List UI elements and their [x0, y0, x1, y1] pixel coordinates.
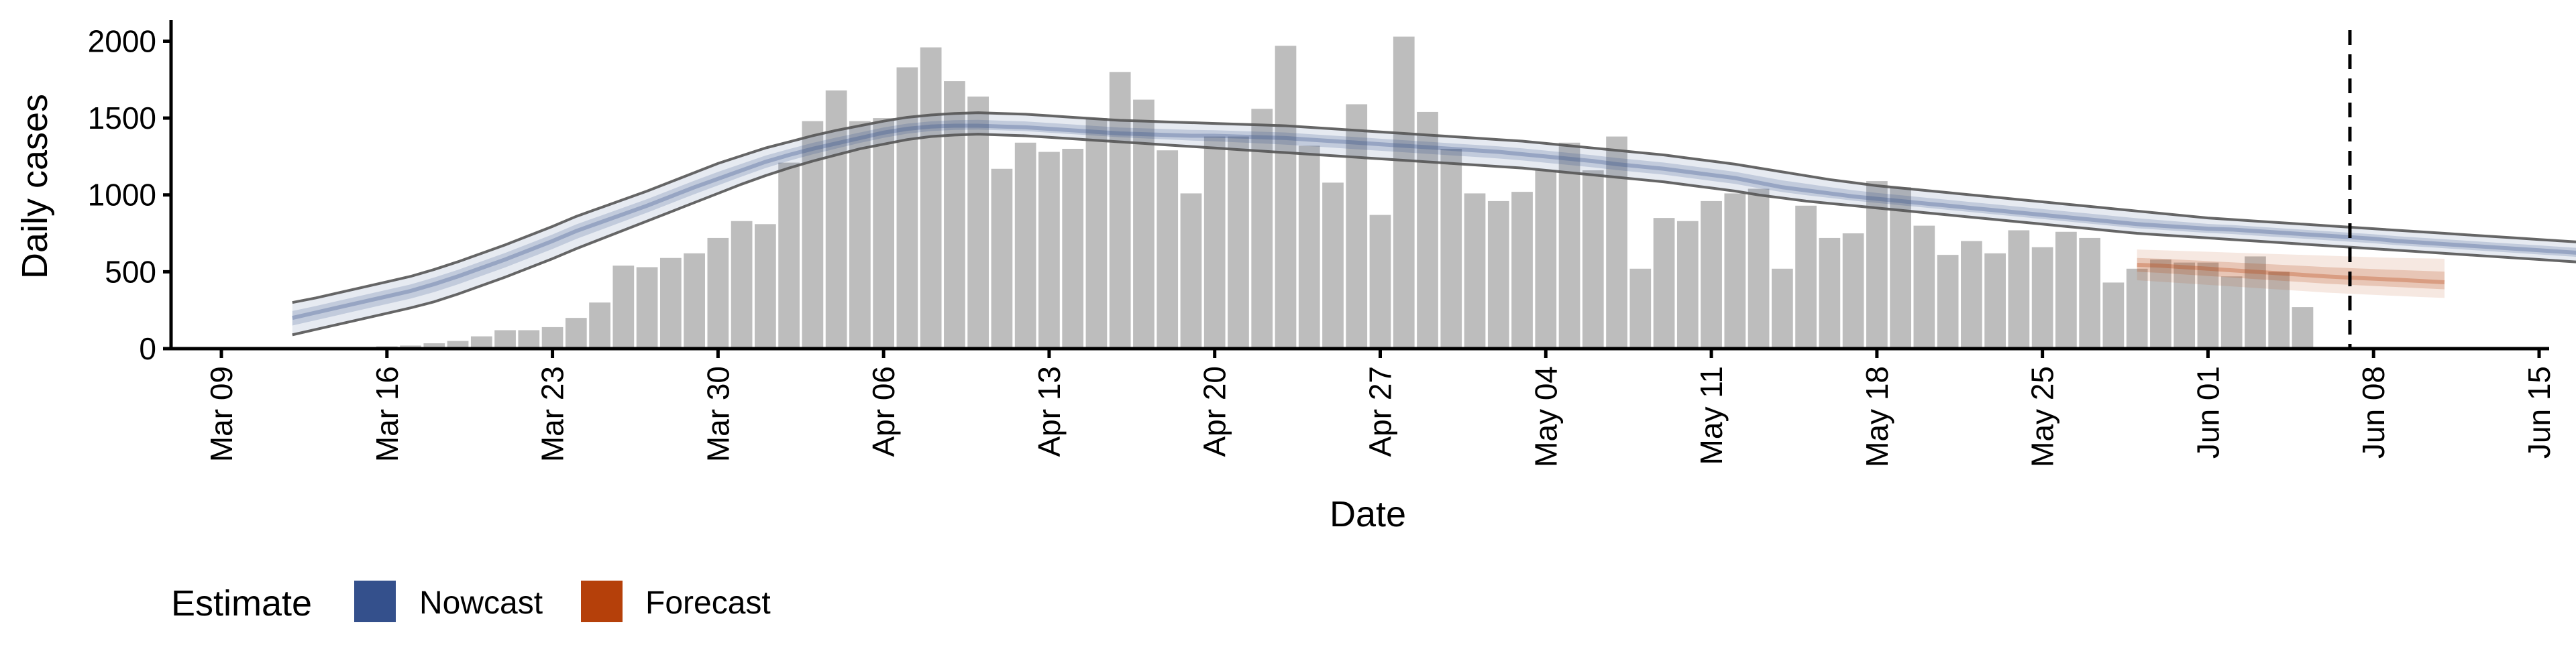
case-bar: [1843, 233, 1864, 349]
case-bar: [471, 337, 492, 349]
case-bar: [1961, 241, 1982, 349]
case-bar: [1772, 269, 1793, 349]
case-bar: [518, 330, 539, 349]
case-bar: [612, 266, 634, 349]
case-bar: [1157, 150, 1178, 349]
legend-label-nowcast: Nowcast: [419, 585, 543, 621]
case-bar: [2221, 276, 2243, 349]
case-bar: [1181, 193, 1202, 349]
case-bar: [1629, 269, 1651, 349]
case-bar: [1984, 253, 2006, 349]
case-bar: [1464, 193, 1486, 349]
case-bar: [1535, 170, 1556, 349]
case-bar: [1488, 201, 1509, 349]
case-bar: [1914, 226, 1935, 349]
case-bar: [2103, 282, 2125, 349]
case-bar: [731, 221, 753, 349]
case-bar: [1393, 37, 1415, 349]
x-tick-label: Mar 30: [700, 366, 735, 462]
x-tick-label: Apr 27: [1363, 366, 1398, 457]
case-bar: [1038, 152, 1060, 349]
legend-label-forecast: Forecast: [645, 585, 771, 621]
case-bar: [2032, 247, 2053, 349]
case-bar: [660, 258, 682, 349]
case-bar: [2055, 232, 2077, 349]
case-bar: [1110, 72, 1131, 349]
x-tick-label: Mar 09: [204, 366, 239, 462]
case-bar: [2292, 307, 2314, 349]
case-bar: [1015, 143, 1036, 349]
case-bar: [1795, 206, 1817, 349]
case-bar: [1322, 182, 1344, 349]
case-bar: [1654, 218, 1675, 349]
case-bar: [1701, 201, 1722, 349]
case-bar: [2008, 230, 2030, 349]
x-tick-label: Jun 01: [2190, 366, 2225, 459]
y-tick-label: 2000: [88, 23, 156, 58]
x-tick-label: Mar 16: [370, 366, 405, 462]
case-bar: [991, 169, 1013, 349]
legend-key-forecast: [581, 581, 623, 622]
x-tick-label: Apr 13: [1032, 366, 1067, 457]
case-bar: [1204, 137, 1226, 349]
x-ticks: Mar 09 Mar 16 Mar 23 Mar 30 Apr 06 Apr 13 Apr …: [204, 349, 2557, 467]
legend-key-nowcast: [354, 581, 396, 622]
reported-cases-bars: [282, 37, 2313, 349]
case-bar: [1299, 145, 1320, 349]
y-tick-label: 500: [105, 254, 156, 289]
case-bar: [684, 253, 705, 349]
case-bar: [920, 48, 942, 349]
case-bar: [1819, 238, 1840, 349]
x-tick-label: Apr 06: [866, 366, 901, 457]
case-bar: [494, 330, 516, 349]
case-bar: [1370, 215, 1391, 349]
case-bar: [1937, 255, 1959, 349]
case-bar: [1677, 221, 1699, 349]
case-bar: [1228, 137, 1249, 349]
y-ticks: 0 500 1000 1500 2000: [88, 23, 171, 366]
case-bar: [589, 302, 610, 349]
case-bar: [2079, 238, 2100, 349]
case-bar: [1440, 149, 1462, 349]
case-bar: [755, 224, 776, 349]
case-bar: [897, 67, 918, 349]
case-bar: [566, 318, 587, 349]
case-bar: [707, 238, 729, 349]
y-tick-label: 0: [139, 331, 156, 366]
x-tick-label: Mar 23: [535, 366, 570, 462]
x-tick-label: Jun 08: [2356, 366, 2391, 459]
case-bar: [1275, 46, 1297, 349]
case-bar: [873, 118, 894, 349]
x-tick-label: Apr 20: [1197, 366, 1232, 457]
case-bar: [1582, 170, 1604, 349]
x-tick-label: May 18: [1860, 366, 1894, 467]
case-bar: [849, 121, 871, 349]
legend-title: Estimate: [171, 583, 312, 624]
x-tick-label: May 25: [2025, 366, 2060, 467]
case-bar: [637, 267, 658, 349]
x-tick-label: May 11: [1694, 366, 1729, 465]
legend: Estimate Nowcast Forecast: [171, 581, 771, 624]
y-axis-title: Daily cases: [15, 94, 55, 279]
case-bar: [1086, 118, 1108, 349]
x-axis-title: Date: [1330, 494, 1406, 534]
case-bar: [1511, 192, 1533, 349]
case-bar: [778, 163, 800, 349]
case-bar: [1748, 189, 1770, 349]
x-tick-label: Jun 15: [2522, 366, 2557, 459]
x-tick-label: May 04: [1528, 366, 1563, 467]
case-bar: [542, 327, 564, 349]
y-tick-label: 1500: [88, 101, 156, 135]
y-tick-label: 1000: [88, 178, 156, 213]
case-bar: [1062, 149, 1083, 349]
case-bar: [1724, 193, 1746, 349]
axes: 0 500 1000 1500 2000 Mar 09 Mar 16 Mar 23 Mar 3…: [88, 20, 2557, 467]
